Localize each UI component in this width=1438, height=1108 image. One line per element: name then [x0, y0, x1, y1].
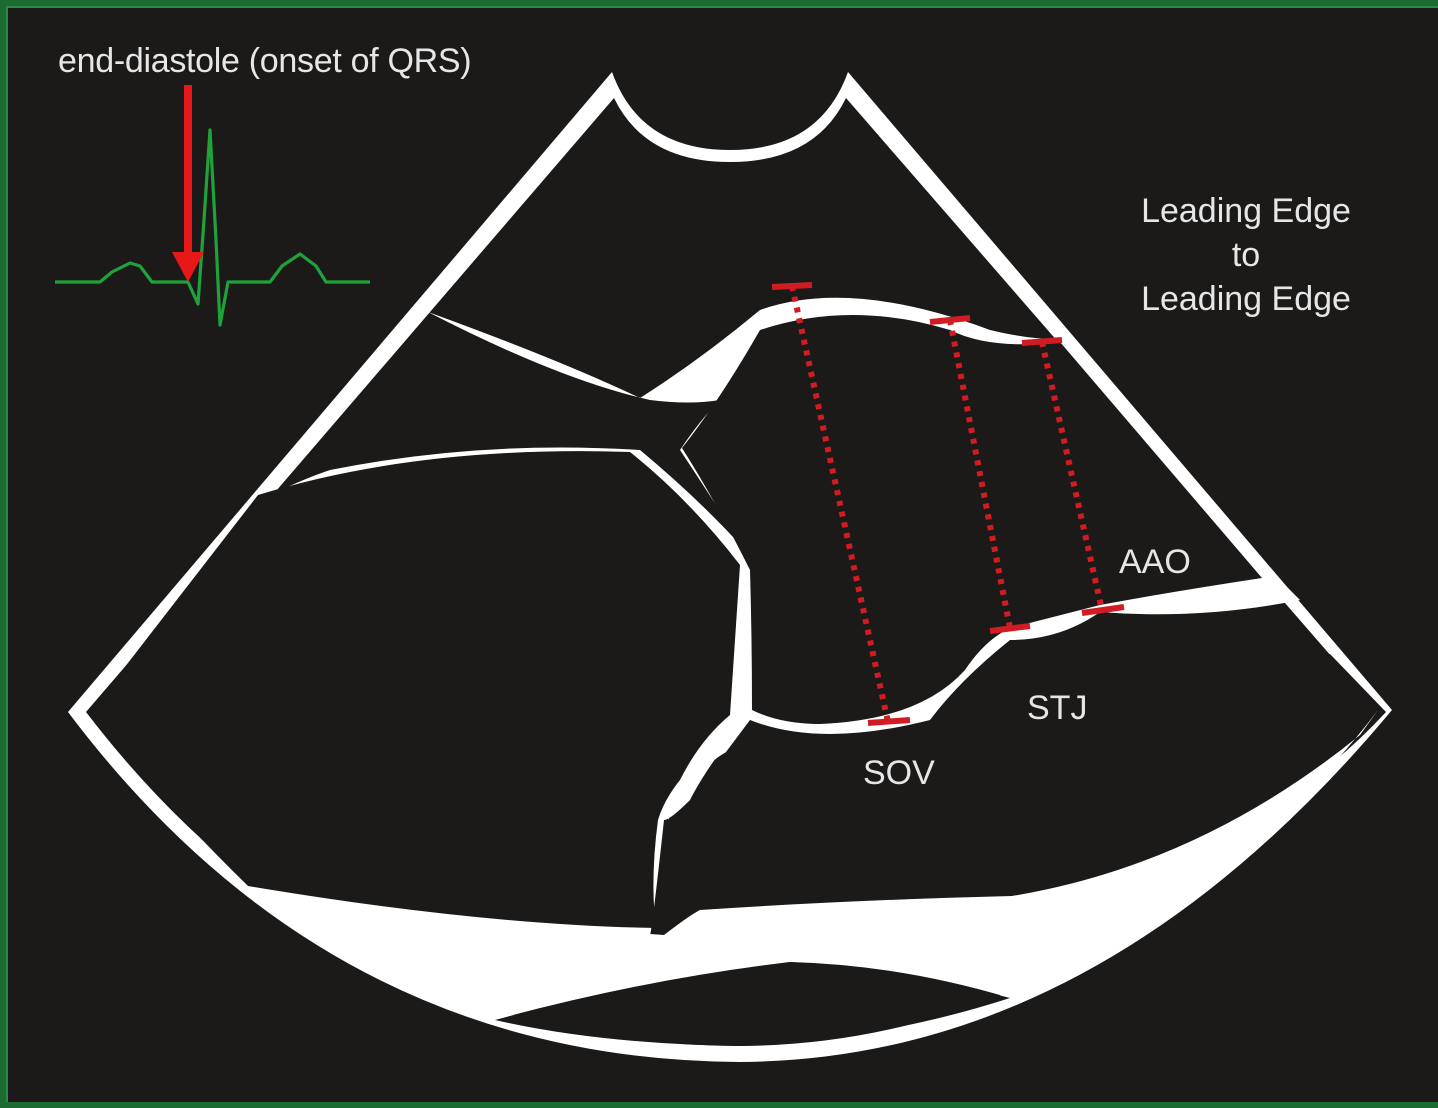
stj-label: STJ	[1027, 689, 1088, 727]
bottom-chamber	[495, 962, 1010, 1046]
end-diastole-arrow-head	[172, 252, 204, 282]
ecg-trace	[55, 128, 370, 327]
left-atrium-chamber	[90, 451, 740, 928]
ecg-caption: end-diastole (onset of QRS)	[58, 42, 472, 80]
echo-diagram	[55, 72, 1392, 1062]
sov-measurement	[771, 282, 911, 726]
stj-measurement	[929, 315, 1031, 634]
aortic-root-lumen	[682, 315, 1262, 724]
septum-strip	[668, 568, 751, 820]
measurement-method-label: Leading Edge to Leading Edge	[1111, 189, 1381, 321]
method-line-3: Leading Edge	[1141, 280, 1351, 318]
sov-label: SOV	[863, 754, 935, 792]
tissue-lower-band	[248, 710, 1378, 1020]
aao-label: AAO	[1119, 543, 1191, 581]
aao-measurement	[1021, 337, 1125, 616]
method-line-1: Leading Edge	[1141, 192, 1351, 230]
method-line-2: to	[1231, 236, 1261, 274]
right-upper-wedge	[686, 646, 1386, 910]
